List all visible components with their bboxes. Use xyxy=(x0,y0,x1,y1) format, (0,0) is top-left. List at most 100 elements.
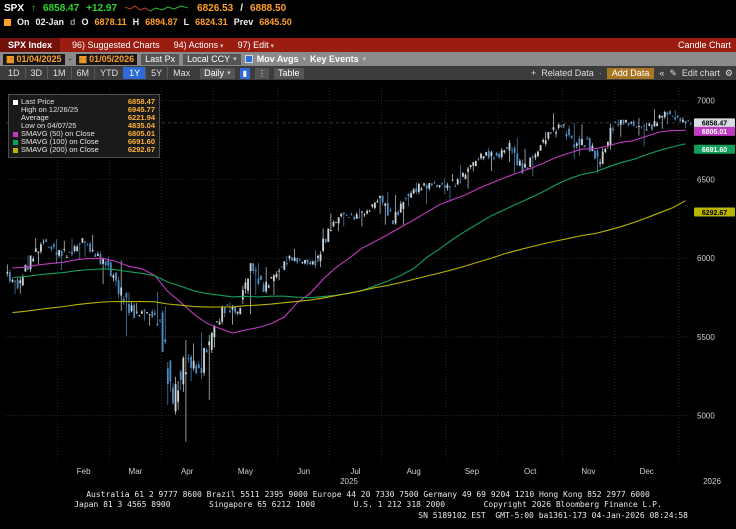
footer-contacts-line1: Australia 61 2 9777 8600 Brazil 5511 239… xyxy=(86,490,650,499)
ticker-symbol: SPX xyxy=(4,2,25,14)
legend-value: 6691.60 xyxy=(127,137,155,147)
pencil-icon: ✎ xyxy=(669,67,677,78)
legend-value: 4835.04 xyxy=(127,121,155,131)
period-tab-max[interactable]: Max xyxy=(167,67,195,79)
high-value: 6894.87 xyxy=(145,17,178,27)
svg-text:Dec: Dec xyxy=(640,467,654,476)
legend-value: 6221.94 xyxy=(127,113,155,123)
svg-text:6292.67: 6292.67 xyxy=(702,210,727,217)
svg-text:5000: 5000 xyxy=(697,412,715,421)
currency-select[interactable]: Local CCY ▾ xyxy=(183,53,241,65)
quote-row: SPX ↑ 6858.47 +12.97 6826.53 / 6888.50 xyxy=(0,0,736,16)
legend-value: 6805.01 xyxy=(127,129,155,139)
svg-text:7000: 7000 xyxy=(697,97,715,106)
period-tab-1y[interactable]: 1Y xyxy=(123,67,146,79)
legend-value: 6858.47 xyxy=(127,97,155,107)
edit-chart-button[interactable]: Edit chart xyxy=(681,68,720,78)
period-tab-ytd[interactable]: YTD xyxy=(94,67,123,79)
legend-label: SMAVG (50) on Close xyxy=(21,129,95,139)
menu-item[interactable]: 97) Edit ▾ xyxy=(237,40,275,50)
date-to-field[interactable]: ▦ 01/05/2026 xyxy=(75,53,138,65)
add-data-button[interactable]: Add Data xyxy=(606,67,655,79)
legend-row: SMAVG (200) on Close 6292.67 xyxy=(13,146,155,154)
period-tab-3d[interactable]: 3D xyxy=(24,67,48,79)
svg-text:Apr: Apr xyxy=(181,467,194,476)
period-tab-5y[interactable]: 5Y xyxy=(145,67,167,79)
security-tab[interactable]: SPX Index xyxy=(0,38,61,52)
price-type-select[interactable]: Last Px xyxy=(141,53,180,65)
gear-icon[interactable]: ⚙ xyxy=(724,67,733,78)
related-data-button[interactable]: Related Data xyxy=(541,68,594,78)
svg-text:May: May xyxy=(238,467,253,476)
chart-area: Last Price 6858.47 High on 12/26/25 6945.77… xyxy=(0,80,736,487)
chevron-down-icon: ▾ xyxy=(227,70,231,77)
frequency-value: Daily xyxy=(204,68,225,78)
dots-icon: ⋮ xyxy=(258,68,267,78)
price-type-value: Last Px xyxy=(145,54,176,64)
chevron-down-icon: ▾ xyxy=(362,56,367,63)
currency-value: Local CCY xyxy=(187,54,231,64)
low-label: L xyxy=(183,17,190,27)
market-status-icon xyxy=(4,18,11,26)
chevron-down-icon: ▾ xyxy=(218,43,224,50)
chart-type-title[interactable]: Candle Chart xyxy=(677,40,731,50)
legend-color-swatch xyxy=(13,147,18,153)
legend-row: Average 6221.94 xyxy=(13,114,155,122)
svg-text:6805.01: 6805.01 xyxy=(702,129,727,136)
delayed-indicator: d xyxy=(70,17,76,27)
legend-label: Last Price xyxy=(21,97,55,107)
legend-label: Low on 04/07/25 xyxy=(21,121,77,131)
legend-row: High on 12/26/25 6945.77 xyxy=(13,106,155,114)
mov-avgs-label[interactable]: Mov Avgs xyxy=(256,54,299,64)
legend-color-swatch xyxy=(13,131,18,137)
legend-label: High on 12/26/25 xyxy=(21,105,79,115)
mov-avgs-checkbox[interactable] xyxy=(244,55,253,63)
function-toolbar: SPX Index 96) Suggested Charts 94) Action… xyxy=(0,38,736,52)
legend-row: SMAVG (100) on Close 6691.60 xyxy=(13,138,155,146)
legend-value: 6945.77 xyxy=(127,105,155,115)
header-gap xyxy=(0,28,736,38)
frequency-select[interactable]: Daily ▾ xyxy=(200,67,235,79)
footer-status-line: SN 5189102 EST GMT-5:00 ba1361-173 04-Ja… xyxy=(418,511,688,520)
period-tab-6m[interactable]: 6M xyxy=(70,67,95,79)
prev-label: Prev xyxy=(233,17,254,27)
svg-text:6858.47: 6858.47 xyxy=(702,121,727,128)
day-range-low: 6826.53 xyxy=(197,2,234,14)
legend-swatch-placeholder xyxy=(13,124,18,129)
date-from-field[interactable]: ▦ 01/04/2025 xyxy=(3,53,65,65)
menu-item[interactable]: 94) Actions ▾ xyxy=(173,40,224,50)
svg-text:Sep: Sep xyxy=(465,467,480,476)
legend-row: Low on 04/07/25 4835.04 xyxy=(13,122,155,130)
svg-text:2026: 2026 xyxy=(703,477,721,486)
more-chart-options-button[interactable]: ⋮ xyxy=(255,67,270,79)
candle-chart-type-button[interactable]: ▮ xyxy=(239,67,251,79)
terminal-footer: Australia 61 2 9777 8600 Brazil 5511 239… xyxy=(0,487,736,529)
legend-label: Average xyxy=(21,113,49,123)
period-toolbar: 1D 3D 1M 6M YTD 1Y 5Y Max Daily ▾ ▮ ⋮ Table + R… xyxy=(0,66,736,80)
svg-text:5500: 5500 xyxy=(697,333,715,342)
footer-contacts-line2: Japan 81 3 4565 8900 Singapore 65 6212 1… xyxy=(74,500,662,509)
menu-items: 96) Suggested Charts 94) Actions ▾ 97) Edi… xyxy=(72,40,274,50)
day-range-high: 6888.50 xyxy=(249,2,287,14)
up-arrow-icon: ↑ xyxy=(31,2,37,14)
period-tab-1d[interactable]: 1D xyxy=(8,68,20,78)
svg-text:Feb: Feb xyxy=(77,467,91,476)
chevrons-icon[interactable]: « xyxy=(659,68,665,78)
svg-text:6000: 6000 xyxy=(697,254,715,263)
date-range-separator: - xyxy=(68,54,72,64)
menu-item[interactable]: 96) Suggested Charts xyxy=(72,40,160,50)
candle-chart-icon: ▮ xyxy=(242,68,248,78)
table-button-label: Table xyxy=(278,68,300,78)
legend-swatch-placeholder xyxy=(13,108,18,113)
svg-text:Oct: Oct xyxy=(524,467,537,476)
low-value: 6824.31 xyxy=(195,17,228,27)
intraday-sparkline xyxy=(124,4,189,11)
svg-text:6500: 6500 xyxy=(697,175,715,184)
period-tab-1m[interactable]: 1M xyxy=(47,67,71,79)
table-button[interactable]: Table xyxy=(274,67,304,79)
key-events-label[interactable]: Key Events xyxy=(310,54,359,64)
calendar-icon: ▦ xyxy=(78,53,88,64)
range-separator: / xyxy=(240,2,243,14)
svg-text:Aug: Aug xyxy=(407,467,421,476)
open-value: 6878.11 xyxy=(94,17,127,27)
